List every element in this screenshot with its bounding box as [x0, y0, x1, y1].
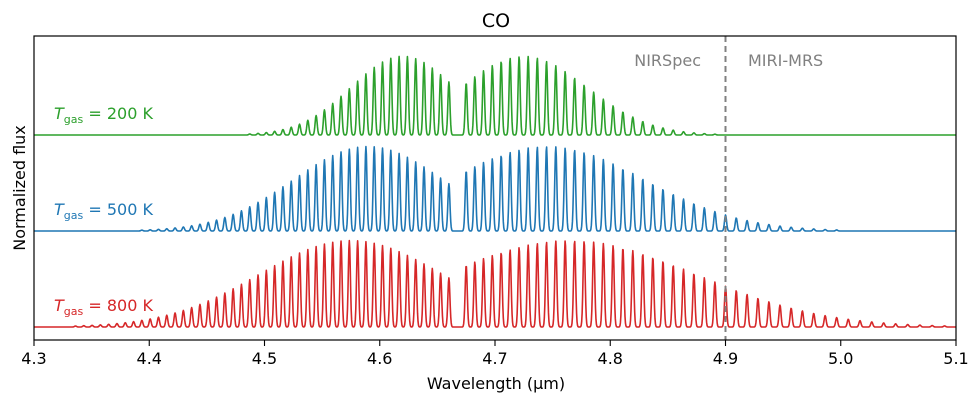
plot-frame [33, 35, 957, 341]
nirspec-region-label: NIRSpec [634, 51, 701, 70]
series-labels: Tgas = 200 K Tgas = 500 K Tgas = 800 K [54, 104, 153, 318]
series-label-1: Tgas = 500 K [54, 200, 153, 222]
x-tick-label: 4.8 [598, 349, 623, 368]
x-tick-label: 5.0 [828, 349, 853, 368]
x-tick-label: 4.4 [137, 349, 162, 368]
x-axis-title: Wavelength (μm) [427, 374, 565, 393]
miri-mrs-region-label: MIRI-MRS [748, 51, 823, 70]
series-line-2 [33, 239, 957, 328]
series-label-2: Tgas = 800 K [54, 296, 153, 318]
series-line-1 [33, 145, 957, 232]
x-axis: 4.3 4.4 4.5 4.6 4.7 4.8 4.9 5.0 5.1 [21, 340, 969, 368]
x-tick-label: 5.1 [943, 349, 968, 368]
series-line-0 [33, 55, 957, 136]
y-axis-title: Normalized flux [10, 125, 29, 251]
x-tick-label: 4.6 [367, 349, 392, 368]
plot-area [33, 36, 957, 340]
series-label-0: Tgas = 200 K [54, 104, 153, 126]
chart-title: CO [482, 10, 510, 32]
x-tick-label: 4.5 [252, 349, 277, 368]
x-tick-label: 4.9 [713, 349, 738, 368]
x-tick-label: 4.7 [482, 349, 507, 368]
x-tick-label: 4.3 [21, 349, 46, 368]
